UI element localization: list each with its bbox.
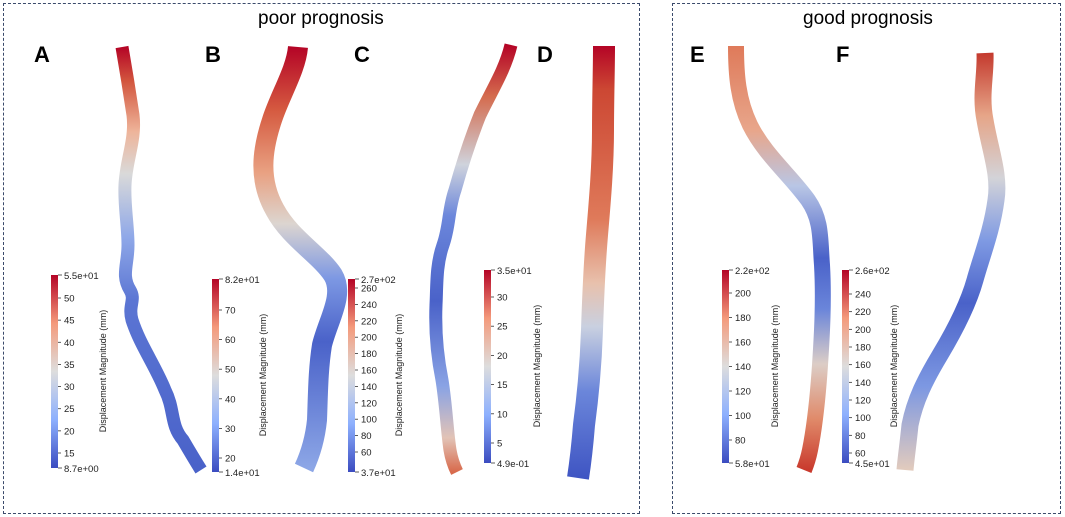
- colorbar-d-max: 3.5e+01: [497, 266, 532, 277]
- colorbar-b-tick-label: 40: [225, 394, 236, 405]
- colorbar-b-min: 1.4e+01: [225, 468, 260, 479]
- colorbar-b-tick-label: 30: [225, 424, 236, 435]
- colorbar-d-min: 4.9e-01: [497, 459, 529, 470]
- colorbar-c-title: Displacement Magnitude (mm): [394, 314, 404, 437]
- colorbar-b-tick-label: 20: [225, 454, 236, 465]
- colorbar-e-tick-label: 80: [735, 436, 746, 447]
- colorbar-d-tick-label: 5: [497, 439, 502, 450]
- colorbar-f-min: 4.5e+01: [855, 459, 890, 470]
- colorbar-b-max: 8.2e+01: [225, 275, 260, 286]
- colorbar-e-title: Displacement Magnitude (mm): [770, 305, 780, 428]
- good-prognosis-frame: [672, 3, 1061, 514]
- colorbar-b-tick-label: 60: [225, 335, 236, 346]
- colorbar-f-tick-label: 140: [855, 378, 871, 389]
- colorbar-c-max: 2.7e+02: [361, 275, 396, 286]
- colorbar-f-tick-label: 240: [855, 290, 871, 301]
- colorbar-d-tick-label: 20: [497, 351, 508, 362]
- colorbar-e-tick-label: 200: [735, 289, 751, 300]
- vessel-a: [115, 45, 207, 474]
- vessel-c: [429, 43, 518, 475]
- colorbar-c: 2.7e+02 3.7e+01 260 240 220 200 180 160 140 120…: [348, 275, 404, 479]
- colorbar-f-tick-label: 60: [855, 449, 866, 460]
- colorbar-a-tick-label: 35: [64, 360, 75, 371]
- colorbar-e-min: 5.8e+01: [735, 459, 770, 470]
- colorbar-f-tick-label: 100: [855, 413, 871, 424]
- colorbar-a-tick-label: 20: [64, 426, 75, 437]
- panel-letter-e: E: [690, 42, 705, 67]
- colorbar-a-tick-label: 40: [64, 338, 75, 349]
- colorbar-e-tick-label: 120: [735, 387, 751, 398]
- panel-letter-d: D: [537, 42, 553, 67]
- colorbar-a-tick-label: 25: [64, 404, 75, 415]
- colorbar-c-tick-label: 140: [361, 382, 377, 393]
- poor-prognosis-frame: [3, 3, 640, 514]
- panel-letter-f: F: [836, 42, 850, 67]
- colorbar-e-tick-label: 100: [735, 411, 751, 422]
- colorbar-d-tick-label: 15: [497, 380, 508, 391]
- colorbar-f: 2.6e+02 4.5e+01 240 220 200 180 160 140 120 100…: [842, 266, 899, 470]
- colorbar-f-tick-label: 180: [855, 343, 871, 354]
- colorbar-b-title: Displacement Magnitude (mm): [258, 314, 268, 437]
- colorbar-e: 2.2e+02 5.8e+01 200 180 160 140 120 100 80 Dis…: [722, 266, 780, 470]
- vessel-b: [253, 45, 348, 473]
- colorbar-d-tick-label: 10: [497, 409, 508, 420]
- colorbar-a-min: 8.7e+00: [64, 464, 99, 475]
- colorbar-c-tick-label: 220: [361, 316, 377, 327]
- colorbar-c-tick-label: 200: [361, 333, 377, 344]
- vessel-d: [567, 45, 615, 480]
- colorbar-a-max: 5.5e+01: [64, 271, 99, 282]
- colorbar-d-tick-label: 25: [497, 322, 508, 333]
- colorbar-f-tick-label: 220: [855, 307, 871, 318]
- panel-letter-a: A: [34, 42, 50, 67]
- colorbar-f-title: Displacement Magnitude (mm): [889, 305, 899, 428]
- colorbar-b: 8.2e+01 1.4e+01 70 60 50 40 30 20 Displacemen…: [212, 275, 268, 479]
- colorbar-f-tick-label: 160: [855, 360, 871, 371]
- colorbar-a-title: Displacement Magnitude (mm): [98, 310, 108, 433]
- colorbar-a-tick-label: 50: [64, 294, 75, 305]
- colorbar-c-tick-label: 100: [361, 415, 377, 426]
- colorbar-c-min: 3.7e+01: [361, 468, 396, 479]
- colorbar-c-tick-label: 60: [361, 448, 372, 459]
- colorbar-c-tick-label: 240: [361, 300, 377, 311]
- colorbar-f-tick-label: 80: [855, 431, 866, 442]
- colorbar-a-tick-label: 30: [64, 382, 75, 393]
- vessel-e: [728, 45, 831, 473]
- colorbar-b-tick-label: 70: [225, 306, 236, 317]
- colorbar-e-tick-label: 160: [735, 338, 751, 349]
- colorbar-d-title: Displacement Magnitude (mm): [532, 305, 542, 428]
- colorbar-f-tick-label: 120: [855, 396, 871, 407]
- colorbar-e-max: 2.2e+02: [735, 266, 770, 277]
- colorbar-a-tick-label: 15: [64, 449, 75, 460]
- colorbar-e-tick-label: 140: [735, 362, 751, 373]
- panel-letter-c: C: [354, 42, 370, 67]
- colorbar-f-tick-label: 200: [855, 325, 871, 336]
- poor-prognosis-title: poor prognosis: [258, 8, 384, 29]
- colorbar-c-tick-label: 120: [361, 398, 377, 409]
- colorbar-c-tick-label: 80: [361, 431, 372, 442]
- colorbar-a-tick-label: 45: [64, 316, 75, 327]
- colorbar-c-tick-label: 160: [361, 366, 377, 377]
- colorbar-c-tick-label: 260: [361, 284, 377, 295]
- colorbar-c-tick-label: 180: [361, 349, 377, 360]
- colorbar-d: 3.5e+01 4.9e-01 30 25 20 15 10 5 Displacement…: [484, 266, 542, 470]
- vessel-f: [896, 52, 1006, 471]
- good-prognosis-title: good prognosis: [803, 8, 933, 29]
- colorbar-a: 5.5e+01 8.7e+00 50 45 40 35 30 25 20 15 Displac…: [51, 271, 108, 475]
- colorbar-f-max: 2.6e+02: [855, 266, 890, 277]
- colorbar-d-tick-label: 30: [497, 293, 508, 304]
- colorbar-e-tick-label: 180: [735, 313, 751, 324]
- colorbar-b-tick-label: 50: [225, 365, 236, 376]
- panel-letter-b: B: [205, 42, 221, 67]
